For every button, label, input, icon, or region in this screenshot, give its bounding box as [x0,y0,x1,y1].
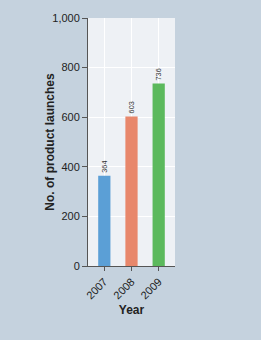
svg-text:400: 400 [61,161,79,173]
svg-text:0: 0 [74,260,80,272]
svg-text:2009: 2009 [138,276,164,302]
svg-text:800: 800 [61,61,79,73]
svg-text:364: 364 [100,161,109,173]
svg-text:200: 200 [61,210,79,222]
svg-text:1,000: 1,000 [52,12,80,24]
svg-text:No. of product launches: No. of product launches [43,73,57,211]
svg-text:Year: Year [119,303,145,317]
svg-text:603: 603 [127,101,136,113]
svg-text:600: 600 [61,111,79,123]
svg-text:2008: 2008 [111,276,137,302]
svg-text:2007: 2007 [84,276,110,302]
svg-text:736: 736 [154,68,163,80]
